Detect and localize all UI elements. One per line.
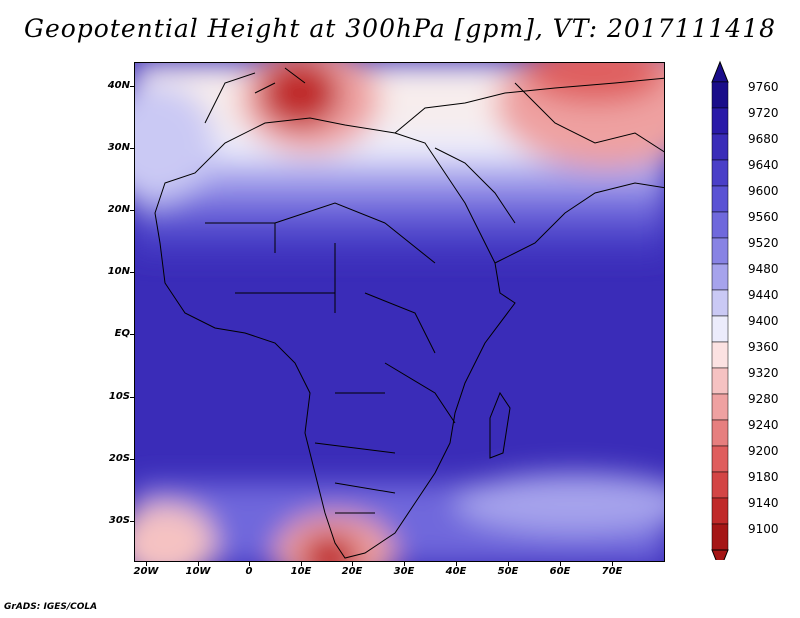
colorbar-label: 9140 [748, 496, 779, 510]
colorbar-label: 9400 [748, 314, 779, 328]
coastlines [154, 67, 664, 559]
colorbar-swatch [711, 315, 729, 343]
lon-label-60e: 60E [549, 566, 571, 577]
colorbar-label: 9360 [748, 340, 779, 354]
colorbar-swatch [711, 471, 729, 499]
lat-tick [130, 521, 135, 522]
colorbar-max-arrow [711, 60, 729, 83]
colorbar-label: 9100 [748, 522, 779, 536]
colorbar-label: 9440 [748, 288, 779, 302]
lon-tick [508, 561, 509, 566]
colorbar-swatch [711, 159, 729, 187]
lon-tick [198, 561, 199, 566]
colorbar-label: 9560 [748, 210, 779, 224]
southeast-pale [455, 473, 664, 533]
lon-label-40e: 40E [445, 566, 467, 577]
lon-label-10e: 10E [290, 566, 312, 577]
lat-tick [130, 397, 135, 398]
colorbar-swatch [711, 107, 729, 135]
colorbar-label: 9680 [748, 132, 779, 146]
lat-tick [130, 334, 135, 335]
lat-label-eq: EQ [114, 328, 130, 339]
lat-label-30n: 30N [107, 142, 130, 153]
colorbar [711, 60, 729, 560]
lon-tick [352, 561, 353, 566]
colorbar-label: 9480 [748, 262, 779, 276]
lon-tick [612, 561, 613, 566]
lon-label-70e: 70E [601, 566, 623, 577]
colorbar-label: 9280 [748, 392, 779, 406]
lon-tick [301, 561, 302, 566]
colorbar-swatch [711, 211, 729, 239]
colorbar-label: 9520 [748, 236, 779, 250]
colorbar-label: 9760 [748, 80, 779, 94]
colorbar-swatch [711, 393, 729, 421]
colorbar-swatches [711, 60, 729, 560]
lat-tick [130, 210, 135, 211]
colorbar-swatch [711, 81, 729, 109]
colorbar-swatch [711, 445, 729, 473]
colorbar-label: 9320 [748, 366, 779, 380]
lon-label-0: 0 [245, 566, 253, 577]
lat-label-30s: 30S [108, 515, 130, 526]
colorbar-swatch [711, 133, 729, 161]
southwest-red [135, 503, 215, 561]
lon-tick [146, 561, 147, 566]
colorbar-label: 9180 [748, 470, 779, 484]
lat-tick [130, 86, 135, 87]
colorbar-swatch [711, 341, 729, 369]
lon-tick [456, 561, 457, 566]
colorbar-swatch [711, 263, 729, 291]
chart-title: Geopotential Height at 300hPa [gpm], VT:… [23, 14, 777, 43]
footer-credit: GrADS: IGES/COLA [4, 602, 98, 612]
lat-label-40n: 40N [107, 80, 130, 91]
colorbar-swatch [711, 237, 729, 265]
lat-tick [130, 272, 135, 273]
lon-tick [560, 561, 561, 566]
lon-label-20w: 20W [133, 566, 159, 577]
lon-tick [249, 561, 250, 566]
lon-tick [404, 561, 405, 566]
colorbar-label: 9200 [748, 444, 779, 458]
lat-tick [130, 148, 135, 149]
lon-label-10w: 10W [185, 566, 211, 577]
colorbar-swatch [711, 289, 729, 317]
colorbar-min-arrow [711, 549, 729, 560]
colorbar-swatch [711, 419, 729, 447]
lat-label-10s: 10S [108, 391, 130, 402]
lat-label-20n: 20N [107, 204, 130, 215]
colorbar-swatch [711, 367, 729, 395]
colorbar-label: 9640 [748, 158, 779, 172]
colorbar-swatch [711, 497, 729, 525]
colorbar-swatch [711, 185, 729, 213]
geopotential-field [135, 63, 664, 561]
colorbar-swatch [711, 523, 729, 551]
med-trough-core [260, 63, 340, 128]
lat-label-10n: 10N [107, 266, 130, 277]
lon-label-30e: 30E [393, 566, 415, 577]
map-panel [134, 62, 665, 562]
colorbar-label: 9720 [748, 106, 779, 120]
colorbar-label: 9600 [748, 184, 779, 198]
lat-tick [130, 459, 135, 460]
colorbar-label: 9240 [748, 418, 779, 432]
lat-label-20s: 20S [108, 453, 130, 464]
sa-trough-core [300, 533, 360, 561]
lon-label-20e: 20E [341, 566, 363, 577]
lon-label-50e: 50E [497, 566, 519, 577]
asia-core [525, 63, 664, 103]
